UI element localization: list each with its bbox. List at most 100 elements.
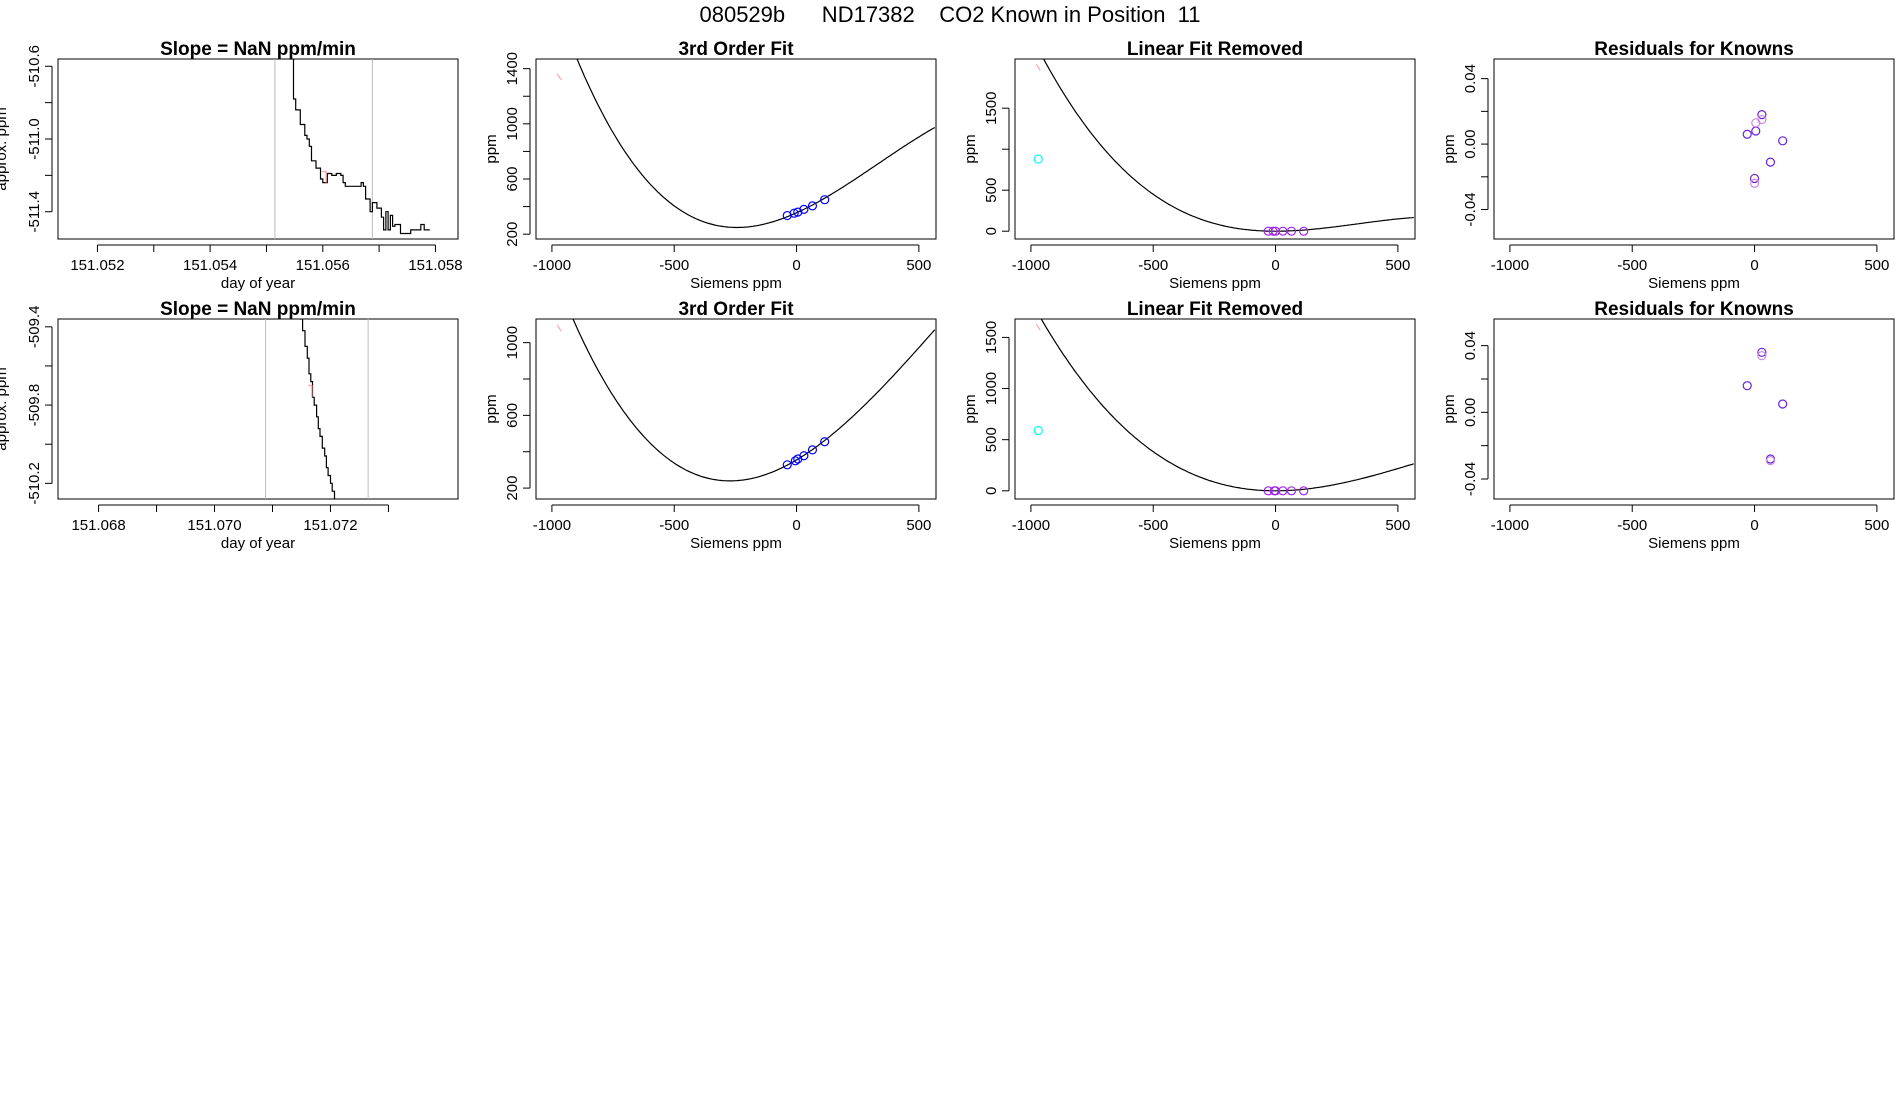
x-tick-label: -1000 [533, 257, 571, 274]
y-tick-label: 1400 [504, 52, 521, 85]
plot-frame [1014, 318, 1416, 500]
plot-frame [1493, 58, 1895, 240]
y-tick-label: -511.0 [26, 118, 43, 159]
y-tick-label: 1000 [504, 326, 521, 359]
fit-curve [1042, 59, 1414, 232]
x-tick-label: 0 [1750, 517, 1758, 534]
y-tick-label: 1000 [983, 372, 1000, 405]
plot-frame [535, 58, 937, 240]
x-tick-label: 0 [1271, 517, 1279, 534]
data-point [807, 445, 818, 455]
y-tick-label: 1000 [504, 107, 521, 140]
data-point [807, 201, 818, 211]
data-point [1751, 118, 1761, 128]
x-tick-label: 500 [1864, 517, 1889, 534]
x-tick-label: 500 [1385, 257, 1410, 274]
plot-frame [57, 318, 459, 500]
data-point [1742, 381, 1752, 391]
y-axis-label: ppm [483, 394, 500, 423]
y-tick-label: 1500 [983, 92, 1000, 125]
y-tick-label: 0.04 [1462, 331, 1479, 360]
data-point [1286, 486, 1297, 496]
y-tick-label: 500 [983, 427, 1000, 452]
x-axis-label: day of year [221, 535, 295, 552]
chart-panel: Linear Fit Removed -1000 -500 0 500 Siemens p… [962, 299, 1416, 552]
data-point [820, 195, 830, 205]
fit-curve [1040, 319, 1414, 492]
y-axis-label: ppm [1441, 394, 1458, 423]
series-line [308, 384, 313, 398]
x-tick-label: -1000 [1012, 257, 1050, 274]
y-tick-label: 0 [983, 227, 1000, 235]
y-tick-label: -0.04 [1462, 192, 1479, 226]
data-point [1263, 226, 1273, 236]
data-point [1765, 456, 1776, 466]
x-axis-label: day of year [221, 275, 295, 292]
x-axis-label: Siemens ppm [1169, 535, 1261, 552]
chart-title: 3rd Order Fit [678, 39, 794, 60]
y-axis-label: ppm [483, 134, 500, 163]
data-point [1268, 226, 1278, 236]
chart-panel: Residuals for Knowns -1000 -500 0 500 Siemens… [1441, 39, 1895, 292]
data-point [1299, 486, 1309, 496]
plot-area [556, 319, 936, 482]
series-line [289, 59, 430, 235]
data-point [1757, 114, 1767, 125]
data-point [782, 460, 792, 470]
data-point [799, 451, 809, 461]
y-tick-label: -510.6 [26, 45, 43, 88]
chart-title: Linear Fit Removed [1127, 299, 1303, 320]
y-tick-label: 0 [983, 487, 1000, 495]
x-tick-label: 500 [906, 517, 931, 534]
x-tick-label: -500 [659, 257, 689, 274]
chart-title: Slope = NaN ppm/min [160, 39, 356, 60]
x-tick-label: 151.068 [71, 517, 125, 534]
x-tick-label: -500 [1617, 517, 1647, 534]
highlight-mark [556, 324, 562, 332]
data-point [1778, 399, 1788, 409]
x-tick-label: -1000 [1012, 517, 1050, 534]
data-point [1765, 157, 1776, 167]
chart-title: Linear Fit Removed [1127, 39, 1303, 60]
chart-title: Slope = NaN ppm/min [160, 299, 356, 320]
series-line [299, 319, 336, 499]
y-tick-label: 0.00 [1462, 398, 1479, 427]
fit-curve [576, 59, 936, 229]
x-axis-label: Siemens ppm [690, 535, 782, 552]
y-tick-label: 1500 [983, 321, 1000, 354]
x-tick-label: 0 [792, 517, 800, 534]
x-axis-label: Siemens ppm [1648, 535, 1740, 552]
x-tick-label: 151.058 [408, 257, 462, 274]
y-tick-label: 200 [504, 222, 521, 247]
data-point [1757, 347, 1767, 357]
plot-area [1742, 347, 1788, 466]
chart-title: Residuals for Knowns [1594, 299, 1794, 320]
data-point [793, 207, 803, 217]
figure-title: 080529b ND17382 CO2 Known in Position 11 [699, 2, 1201, 27]
data-point [789, 208, 799, 218]
data-point [790, 456, 800, 466]
y-tick-label: -0.04 [1462, 462, 1479, 496]
data-point [1263, 486, 1273, 496]
data-point [1270, 486, 1281, 496]
highlight-mark [1035, 63, 1041, 71]
x-tick-label: -500 [1138, 257, 1168, 274]
chart-panel: 3rd Order Fit -1000 -500 0 500 Siemens ppm 200… [483, 299, 937, 552]
data-point [1749, 173, 1760, 184]
y-axis-label: ppm [962, 134, 979, 163]
data-point [1757, 351, 1767, 361]
x-tick-label: 0 [1750, 257, 1758, 274]
plot-area [1033, 319, 1414, 496]
x-tick-label: 151.056 [296, 257, 350, 274]
x-tick-label: -1000 [533, 517, 571, 534]
chart-panel: Slope = NaN ppm/min 151.052 151.054 151.056… [0, 39, 463, 292]
y-tick-label: 600 [504, 403, 521, 428]
y-tick-label: -509.8 [26, 384, 43, 427]
y-tick-label: 500 [983, 178, 1000, 203]
chart-panel: Linear Fit Removed -1000 -500 0 500 Siemens p… [962, 39, 1416, 292]
plot-frame [535, 318, 937, 500]
chart-panel: Slope = NaN ppm/min 151.068 151.070 151.072… [0, 299, 459, 552]
y-tick-label: -511.4 [26, 191, 43, 232]
x-tick-label: -1000 [1491, 517, 1529, 534]
data-point [1033, 425, 1043, 436]
